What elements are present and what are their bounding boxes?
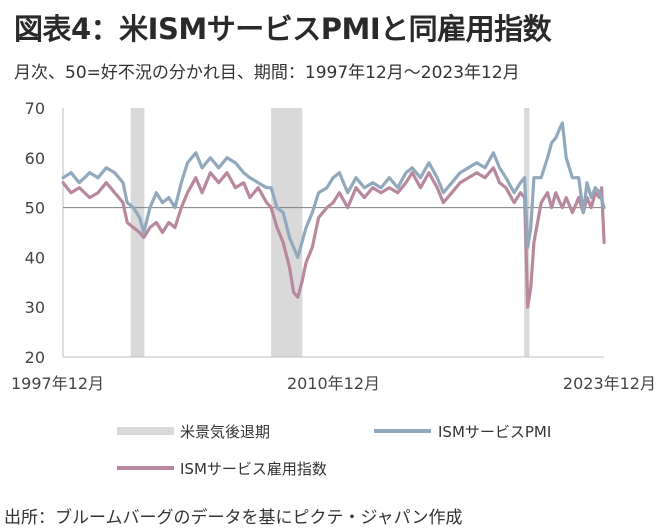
- legend-label-pmi: ISMサービスPMI: [438, 423, 551, 441]
- recession-bands: [130, 108, 530, 357]
- x-tick-label-2: 2010年12月: [287, 374, 380, 393]
- y-axis: 20 30 40 50 60 70: [25, 99, 45, 367]
- chart-plot: 20 30 40 50 60 70 1997年12月 2010年12月 2023年12月 米景…: [11, 99, 656, 478]
- legend-label-recession: 米景気後退期: [180, 423, 270, 441]
- series-line-pmi: [61, 121, 606, 259]
- y-tick-label-20: 20: [25, 348, 45, 367]
- series-lines: [61, 121, 606, 309]
- y-tick-label-50: 50: [25, 199, 45, 218]
- chart-subtitle: 月次、50=好不況の分かれ目、期間：1997年12月～2023年12月: [14, 63, 520, 83]
- x-tick-label-3: 2023年12月: [563, 374, 656, 393]
- x-axis: 1997年12月 2010年12月 2023年12月: [11, 374, 656, 393]
- y-tick-label-30: 30: [25, 298, 45, 317]
- source-note: 出所：ブルームバーグのデータを基にピクテ・ジャパン作成: [4, 508, 463, 528]
- series-line-employment: [61, 166, 606, 309]
- page-title: 図表4：米ISMサービスPMIと同雇用指数: [14, 12, 552, 46]
- x-tick-label-1: 1997年12月: [11, 374, 104, 393]
- plot-frame: [62, 108, 604, 358]
- y-tick-label-60: 60: [25, 149, 45, 168]
- legend-swatch-recession: [117, 427, 174, 435]
- y-tick-label-70: 70: [25, 99, 45, 118]
- legend-label-employment: ISMサービス雇用指数: [180, 460, 327, 478]
- y-tick-label-40: 40: [25, 248, 45, 267]
- legend: 米景気後退期 ISMサービスPMI ISMサービス雇用指数: [117, 423, 551, 478]
